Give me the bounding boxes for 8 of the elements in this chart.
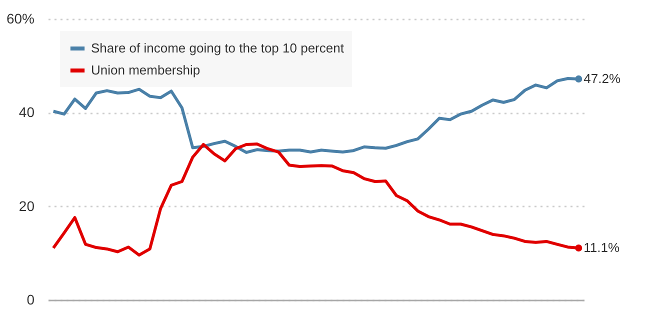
- legend-label: Share of income going to the top 10 percent: [91, 40, 344, 56]
- y-tick-label: 60%: [6, 10, 34, 26]
- y-tick-label: 20: [18, 198, 35, 214]
- y-tick-label: 0: [26, 292, 35, 308]
- data-label: 11.1%: [584, 240, 620, 256]
- data-label: 47.2%: [584, 70, 621, 86]
- y-tick-label: 40: [18, 104, 35, 120]
- legend-label: Union membership: [91, 62, 200, 78]
